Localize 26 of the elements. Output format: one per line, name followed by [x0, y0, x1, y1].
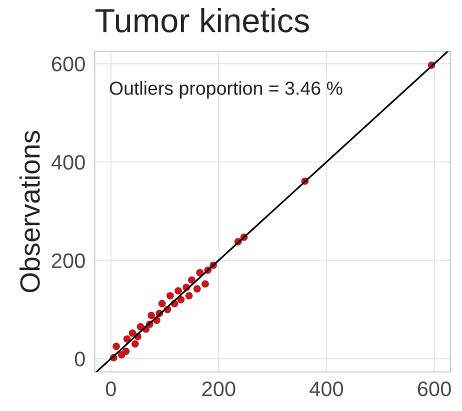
- point: [112, 342, 120, 350]
- point: [148, 312, 155, 320]
- y-tick-label: 600: [52, 56, 85, 72]
- point: [202, 280, 209, 288]
- point: [131, 340, 139, 348]
- chart-title: Tumor kinetics: [95, 8, 309, 32]
- point: [177, 296, 185, 304]
- y-tick-label: 200: [52, 253, 85, 268]
- point: [158, 300, 166, 308]
- point: [166, 292, 174, 300]
- y-axis-title: Observations: [19, 130, 40, 292]
- y-tick-label: 400: [51, 155, 85, 170]
- point: [174, 287, 182, 294]
- y-tick-label: 0: [74, 352, 85, 366]
- annotation: Outliers proportion = 3.46 %: [110, 81, 342, 99]
- x-tick-label: 600: [418, 382, 451, 396]
- point: [122, 348, 130, 355]
- point: [188, 276, 196, 284]
- x-tick-label: 0: [106, 382, 116, 396]
- x-tick-label: 200: [202, 382, 236, 396]
- point: [128, 329, 136, 337]
- point: [123, 335, 131, 343]
- point: [185, 292, 193, 300]
- point: [193, 285, 201, 293]
- x-tick-label: 400: [310, 382, 344, 396]
- point: [196, 268, 204, 276]
